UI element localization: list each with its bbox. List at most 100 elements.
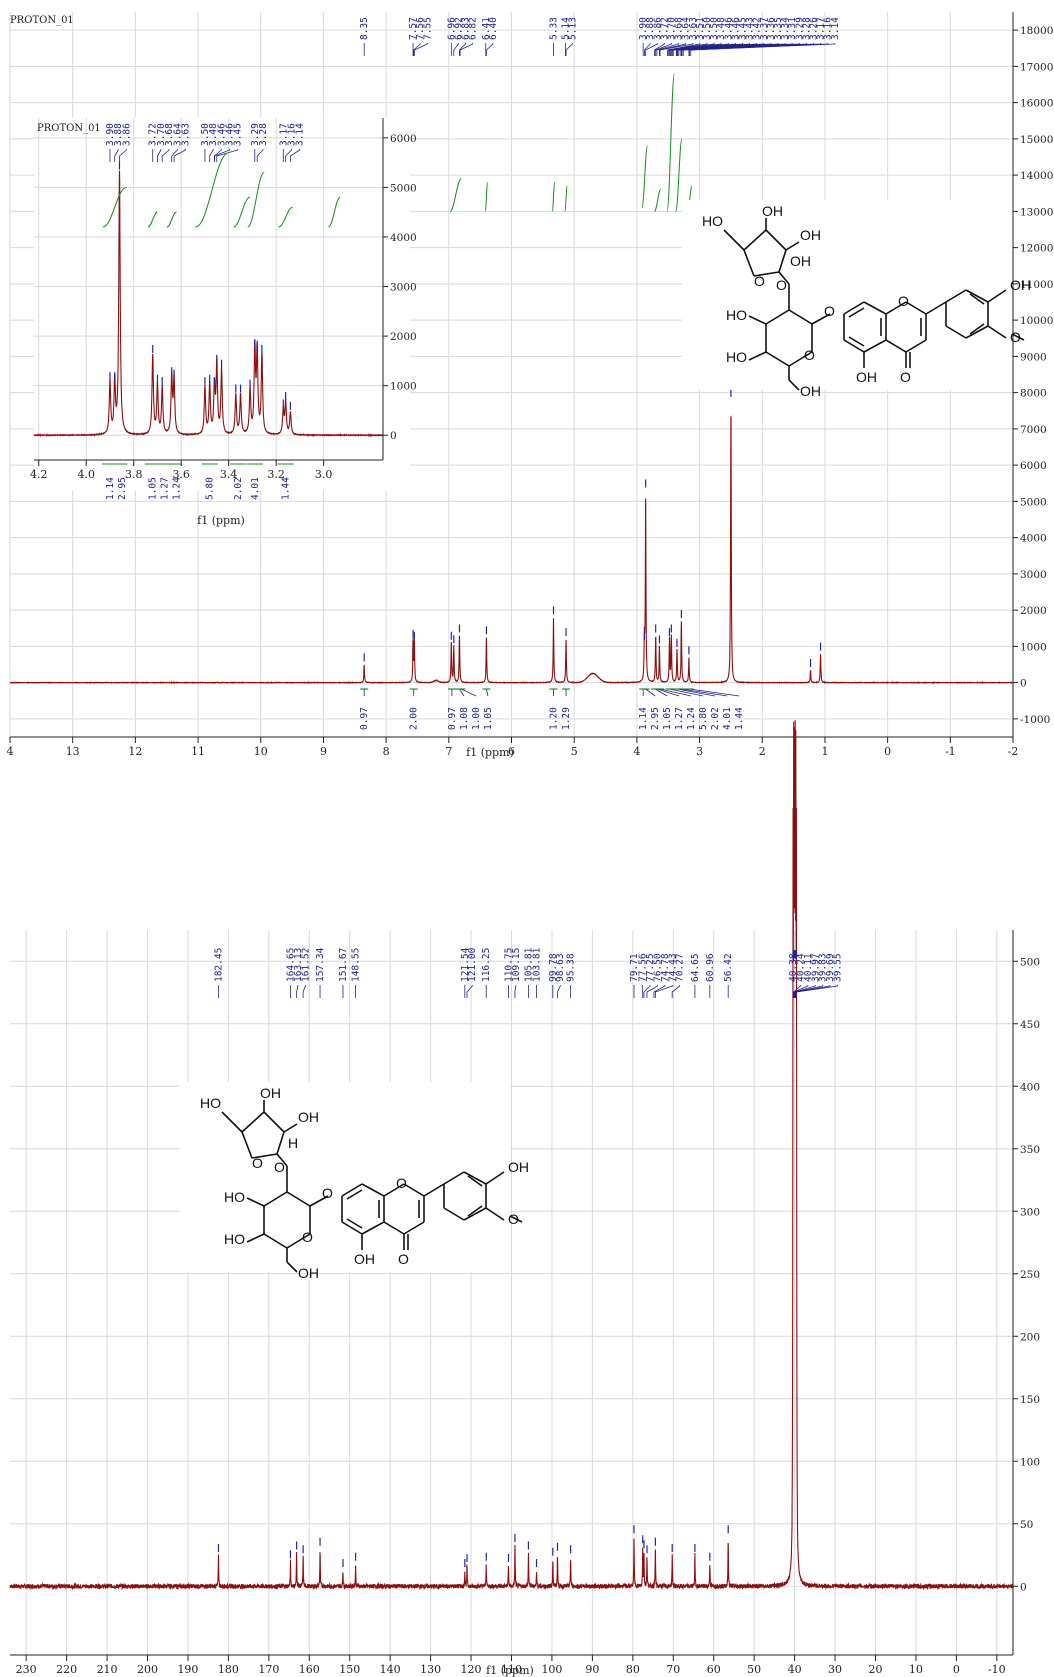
bond: [241, 1131, 253, 1159]
proton-spectrum-label: PROTON_01: [10, 15, 74, 26]
x-tick-label: 7: [445, 745, 452, 758]
bond: [765, 309, 790, 325]
integral-label: 1.24: [172, 477, 183, 500]
peak-leader: [173, 149, 186, 162]
peak-label: 3.90: [105, 123, 116, 146]
bond: [778, 271, 790, 285]
bond: [241, 1111, 265, 1133]
integral-label: 2.02: [710, 707, 721, 730]
x-tick-label: 4.0: [77, 468, 95, 481]
peak-label: 3.64: [681, 17, 692, 40]
peak-label: 3.45: [233, 123, 244, 146]
peak-label: 3.34: [780, 17, 791, 40]
peak-label: 3.46: [730, 17, 741, 40]
peak-label: 3.42: [752, 17, 763, 40]
bond: [965, 325, 989, 339]
integral-label: 1.05: [662, 707, 673, 730]
spectrum-trace: [9, 720, 1014, 1591]
bond: [945, 289, 967, 303]
peak-label: 151.67: [338, 948, 349, 982]
integral-curve: [666, 73, 675, 212]
bond: [945, 325, 967, 339]
x-tick-label: 170: [258, 1663, 279, 1676]
atom-label: OH: [508, 1159, 529, 1175]
atom-label: OH: [762, 203, 783, 219]
bond: [263, 1233, 288, 1249]
peak-label: 98.63: [555, 953, 566, 982]
atom-label: O: [398, 1251, 409, 1267]
integral-curve: [675, 138, 683, 212]
bond: [276, 1153, 288, 1167]
proton-x-axis-label: f1 (ppm): [466, 746, 514, 759]
inset-x-axis: 4.2 4.0 3.8 3.6 3.4 3.2 3.0: [30, 459, 383, 481]
y-tick-label: 250: [1020, 1269, 1040, 1281]
y-tick-label: 300: [1020, 1206, 1040, 1218]
atom-label: OH: [800, 227, 821, 243]
bond: [753, 271, 780, 277]
integral-curve: [166, 211, 177, 228]
x-tick-label: 0: [953, 1663, 960, 1676]
peak-label: 6.96: [446, 17, 457, 40]
peak-label: 121.00: [467, 947, 478, 982]
proton-plot-area: [9, 388, 1014, 685]
inset-integrals: 1.14 2.95 1.05 1.27 1.24 5.80 2.02 4.01 1.44: [101, 152, 341, 500]
x-tick-label: 30: [828, 1663, 842, 1676]
y-tick-label: 3000: [1020, 569, 1047, 581]
y-tick-label: 350: [1020, 1144, 1040, 1156]
bond: [309, 1195, 329, 1207]
peak-label: 163.13: [293, 948, 304, 982]
y-tick-label: 15000: [1020, 134, 1053, 146]
integral-curve: [278, 206, 293, 228]
integral-leader: [461, 688, 477, 697]
y-tick-label: 2000: [390, 331, 417, 343]
x-tick-label: 2: [759, 745, 766, 758]
peak-leader: [643, 985, 651, 998]
bond: [221, 1111, 243, 1133]
proton-y-axis: -1000 0 1000 2000 3000 4000 5000 6000 7000 8000 90…: [1012, 12, 1053, 737]
integral-leader: [486, 688, 489, 697]
integral-label: 1.05: [148, 477, 159, 500]
y-tick-label: 150: [1020, 1394, 1040, 1406]
peak-label: 105.81: [523, 947, 534, 982]
atom-label: HO: [702, 213, 723, 229]
bond: [788, 379, 800, 391]
y-tick-label: -1000: [1020, 714, 1050, 726]
peak-label: 3.50: [200, 123, 211, 146]
peak-label: 3.31: [787, 17, 798, 40]
integral-label: 2.95: [650, 707, 661, 730]
x-tick-label: 160: [299, 1663, 320, 1676]
peak-label: 74.43: [667, 953, 678, 982]
inset-x-axis-label: f1 (ppm): [197, 514, 245, 527]
peak-label: 6.41: [481, 17, 492, 40]
peak-label: 70.27: [675, 953, 686, 982]
inset-peak-labels: 3.903.883.86 3.723.703.683.643.63 3.503.48…: [105, 123, 306, 162]
peak-label: 7.56: [415, 17, 426, 40]
peak-label: 116.25: [481, 948, 492, 982]
y-tick-label: 11000: [1020, 279, 1053, 291]
integral-label: 1.27: [160, 477, 171, 500]
y-tick-label: 9000: [1020, 351, 1047, 363]
atom-label: O: [252, 1155, 263, 1171]
x-tick-label: 13: [66, 745, 80, 758]
peak-label: 109.15: [511, 948, 522, 982]
integral-curve: [102, 186, 127, 228]
spectrum-trace: [9, 415, 1014, 685]
x-tick-label: 110: [501, 1663, 522, 1676]
carbon-spectrum-panel: 230 220 210 200 190 180 170 160 150 140 130 120 110 1…: [9, 720, 1040, 1677]
bond: [341, 1221, 363, 1235]
peak-label: 3.29: [794, 17, 805, 40]
bond: [403, 1183, 425, 1197]
peak-label: 157.34: [315, 947, 326, 982]
peak-label: 3.68: [674, 17, 685, 40]
integral-label: 1.20: [549, 707, 560, 730]
peak-label: 148.55: [351, 948, 362, 982]
y-tick-label: 4000: [390, 232, 417, 244]
bond: [485, 1171, 505, 1185]
bond: [885, 301, 907, 315]
bond: [788, 351, 813, 367]
peak-label: 3.88: [645, 17, 656, 40]
y-tick-label: 500: [1020, 956, 1040, 968]
bond: [748, 351, 767, 361]
x-tick-label: -2: [1008, 745, 1019, 758]
bond: [863, 301, 887, 315]
